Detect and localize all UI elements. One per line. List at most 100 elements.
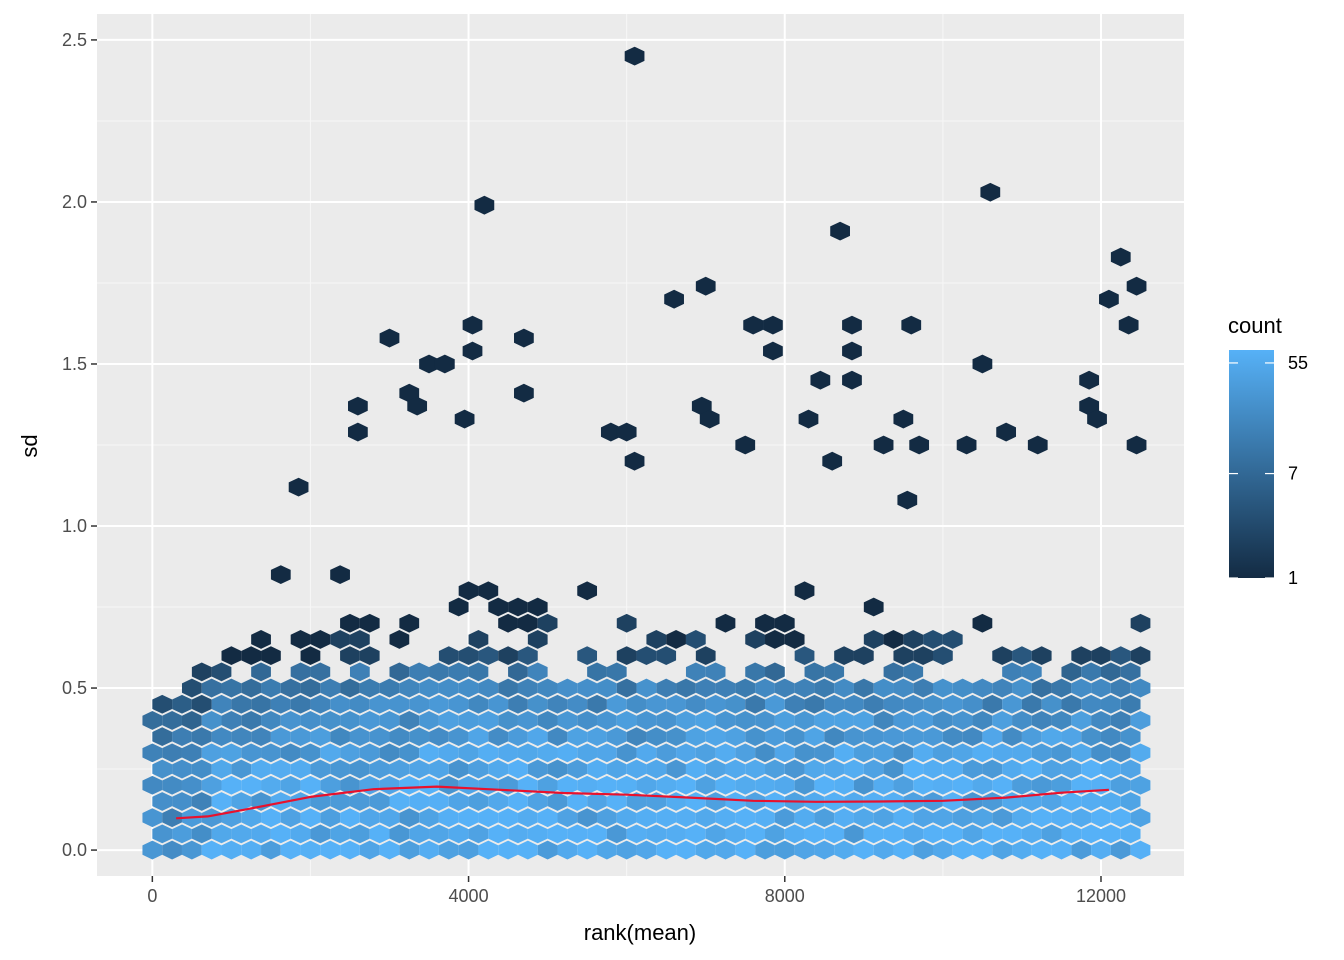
- hexbin: [606, 694, 627, 714]
- hexbin: [1031, 678, 1052, 698]
- hexbin: [537, 711, 558, 730]
- hexbin: [1031, 646, 1052, 666]
- hexbin: [359, 613, 380, 633]
- hexbin: [290, 727, 311, 747]
- hexbin: [676, 775, 696, 795]
- hexbin: [705, 824, 726, 844]
- hexbin: [725, 792, 746, 811]
- hexbin: [567, 727, 588, 747]
- hexbin: [399, 613, 420, 633]
- hexbin: [1002, 824, 1022, 844]
- hexbin: [626, 694, 647, 714]
- hexbin: [883, 694, 904, 714]
- hexbin: [923, 824, 943, 844]
- hexbin: [142, 775, 163, 795]
- hexbin: [1041, 727, 1062, 747]
- hexbin: [261, 840, 281, 860]
- hexbin: [172, 792, 192, 811]
- hexbin: [241, 646, 262, 666]
- hexbin: [972, 775, 993, 795]
- hexbin: [715, 808, 736, 828]
- hexbin: [310, 630, 331, 649]
- hexbin: [893, 775, 914, 795]
- hexbin: [765, 727, 785, 747]
- hexbin: [695, 678, 716, 698]
- hexbin: [715, 775, 736, 795]
- hexbin: [597, 840, 617, 860]
- legend: count 55 7 1: [1228, 313, 1308, 588]
- hexbin: [913, 840, 933, 860]
- hexbin: [172, 759, 192, 779]
- hexbin: [794, 646, 815, 666]
- hexbin: [369, 694, 390, 714]
- hexbin: [774, 808, 795, 828]
- hexbin: [508, 662, 528, 682]
- hexbin: [399, 743, 420, 763]
- hexbin-outlier: [454, 409, 475, 429]
- hexbin: [745, 662, 766, 682]
- hexbin: [933, 743, 953, 763]
- hexbin: [181, 840, 202, 860]
- hexbin: [913, 743, 933, 763]
- hexbin: [349, 694, 370, 714]
- hexbin: [261, 743, 281, 763]
- hexbin: [745, 824, 766, 844]
- hexbin: [340, 646, 360, 666]
- hexbin: [468, 792, 489, 811]
- hexbin: [1110, 678, 1131, 698]
- hexbin: [399, 678, 420, 698]
- hexbin: [933, 711, 953, 730]
- hexbin: [152, 824, 173, 844]
- hexbin: [636, 678, 657, 698]
- hexbin: [972, 808, 993, 828]
- hexbin: [903, 759, 924, 779]
- hexbin: [458, 678, 479, 698]
- hexbin: [340, 775, 360, 795]
- hexbin: [774, 840, 795, 860]
- hexbin: [478, 840, 499, 860]
- hexbin: [636, 711, 657, 730]
- hexbin: [379, 678, 400, 698]
- hexbin-outlier: [1099, 289, 1119, 309]
- hexbin: [488, 792, 509, 811]
- hexbin: [646, 759, 667, 779]
- hexbin: [774, 678, 795, 698]
- hexbin: [883, 759, 904, 779]
- hexbin: [913, 646, 933, 666]
- hexbin: [320, 840, 341, 860]
- hexbin: [982, 694, 1003, 714]
- hexbin: [419, 840, 439, 860]
- hexbin: [1130, 678, 1151, 698]
- hexbin: [913, 808, 933, 828]
- hexbin: [547, 727, 568, 747]
- legend-ticks: [1229, 362, 1274, 579]
- hexbin: [191, 792, 212, 811]
- hexbin: [429, 727, 449, 747]
- hexbin: [300, 808, 321, 828]
- hexbin: [1051, 743, 1072, 763]
- hexbin: [419, 711, 439, 730]
- hexbin: [152, 694, 173, 714]
- hexbin: [1041, 792, 1062, 811]
- hexbin: [735, 743, 756, 763]
- hexbin: [1021, 824, 1042, 844]
- hexbin: [478, 808, 499, 828]
- hexbin: [913, 678, 933, 698]
- hexbin: [211, 824, 232, 844]
- hexbin: [942, 824, 963, 844]
- hexbin: [261, 678, 281, 698]
- hexbin: [1091, 646, 1111, 666]
- hexbin: [280, 743, 301, 763]
- hexbin: [616, 840, 637, 860]
- hexbin: [567, 694, 588, 714]
- hexbin: [389, 824, 410, 844]
- hexbin: [557, 775, 578, 795]
- hexbin: [537, 775, 558, 795]
- hexbin: [1130, 646, 1151, 666]
- hexbin: [567, 824, 588, 844]
- hexbin: [162, 808, 182, 828]
- hexbin: [527, 662, 548, 682]
- hexbin-outlier: [348, 422, 368, 442]
- hexbin: [409, 727, 430, 747]
- hexbin: [903, 824, 924, 844]
